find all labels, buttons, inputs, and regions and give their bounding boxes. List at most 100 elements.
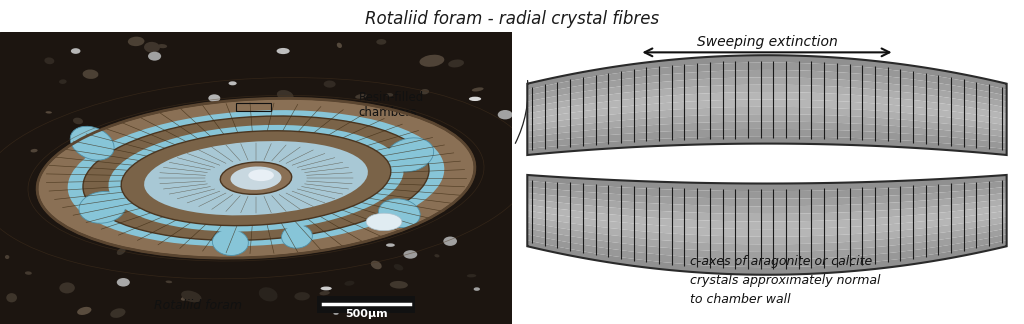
Polygon shape [527, 199, 1007, 222]
Ellipse shape [276, 90, 294, 101]
Ellipse shape [474, 287, 480, 291]
Ellipse shape [79, 191, 126, 223]
Ellipse shape [136, 129, 152, 135]
Ellipse shape [73, 118, 83, 124]
Ellipse shape [294, 292, 310, 300]
Ellipse shape [25, 271, 32, 275]
Polygon shape [527, 234, 1007, 267]
Ellipse shape [59, 283, 75, 294]
Ellipse shape [44, 57, 54, 64]
Ellipse shape [282, 225, 312, 248]
Ellipse shape [425, 129, 444, 139]
Ellipse shape [376, 39, 386, 45]
Ellipse shape [220, 162, 292, 194]
Polygon shape [527, 228, 1007, 260]
Polygon shape [527, 181, 1007, 199]
Polygon shape [527, 240, 1007, 275]
Ellipse shape [128, 37, 144, 46]
Ellipse shape [155, 173, 171, 180]
Ellipse shape [117, 278, 130, 286]
Ellipse shape [181, 296, 189, 301]
Ellipse shape [303, 200, 314, 207]
Ellipse shape [386, 93, 393, 97]
Ellipse shape [6, 293, 17, 302]
Text: Rotaliid foram - radial crystal fibres: Rotaliid foram - radial crystal fibres [365, 10, 659, 28]
Ellipse shape [321, 286, 332, 290]
Ellipse shape [148, 52, 161, 61]
Ellipse shape [355, 94, 367, 99]
Polygon shape [527, 122, 1007, 143]
Polygon shape [527, 216, 1007, 244]
Ellipse shape [109, 125, 403, 231]
Ellipse shape [434, 254, 439, 258]
Ellipse shape [399, 145, 421, 157]
Text: c-axes of aragonite or calcite
crystals approximately normal
to chamber wall: c-axes of aragonite or calcite crystals … [690, 255, 881, 306]
Ellipse shape [387, 193, 406, 199]
Ellipse shape [351, 152, 360, 157]
Ellipse shape [228, 81, 237, 85]
Polygon shape [527, 223, 1007, 252]
Ellipse shape [386, 243, 395, 247]
Polygon shape [527, 99, 1007, 125]
Ellipse shape [498, 110, 513, 120]
Ellipse shape [379, 199, 420, 227]
Polygon shape [37, 98, 475, 258]
Ellipse shape [77, 307, 91, 315]
Ellipse shape [403, 250, 417, 259]
Ellipse shape [421, 61, 426, 64]
Polygon shape [527, 85, 1007, 113]
Ellipse shape [68, 110, 444, 246]
Ellipse shape [212, 229, 249, 255]
Ellipse shape [117, 248, 126, 255]
Ellipse shape [166, 281, 172, 283]
Ellipse shape [297, 133, 301, 136]
Ellipse shape [415, 133, 433, 147]
Ellipse shape [276, 48, 290, 54]
Ellipse shape [83, 116, 429, 240]
Ellipse shape [319, 291, 330, 295]
Ellipse shape [443, 237, 457, 246]
Bar [236, 103, 271, 111]
Ellipse shape [285, 234, 289, 237]
Ellipse shape [371, 260, 382, 269]
Ellipse shape [467, 274, 476, 277]
Ellipse shape [392, 296, 410, 304]
Ellipse shape [472, 87, 483, 91]
Ellipse shape [367, 213, 401, 231]
Ellipse shape [337, 43, 342, 48]
Ellipse shape [334, 312, 339, 315]
Ellipse shape [37, 98, 475, 258]
Polygon shape [527, 211, 1007, 237]
Polygon shape [527, 205, 1007, 229]
Ellipse shape [83, 69, 98, 79]
Polygon shape [527, 129, 1007, 149]
Ellipse shape [420, 89, 429, 94]
Ellipse shape [248, 169, 274, 181]
Ellipse shape [62, 183, 71, 188]
Ellipse shape [259, 287, 278, 301]
Ellipse shape [31, 149, 38, 153]
Polygon shape [527, 63, 1007, 96]
Ellipse shape [350, 228, 367, 238]
Ellipse shape [449, 60, 464, 67]
Ellipse shape [59, 79, 67, 84]
Ellipse shape [5, 255, 9, 259]
Ellipse shape [287, 219, 308, 227]
Polygon shape [527, 136, 1007, 155]
Ellipse shape [144, 42, 160, 53]
Polygon shape [527, 70, 1007, 101]
Polygon shape [527, 175, 1007, 191]
Polygon shape [527, 92, 1007, 119]
Polygon shape [527, 193, 1007, 214]
Ellipse shape [45, 111, 52, 113]
Ellipse shape [144, 141, 368, 215]
Ellipse shape [338, 133, 344, 135]
Ellipse shape [390, 281, 408, 289]
Bar [317, 296, 415, 313]
Ellipse shape [208, 94, 220, 102]
Polygon shape [527, 187, 1007, 206]
Ellipse shape [469, 97, 481, 101]
Ellipse shape [111, 308, 126, 318]
Ellipse shape [420, 55, 444, 67]
Text: Sweeping extinction: Sweeping extinction [696, 35, 838, 49]
